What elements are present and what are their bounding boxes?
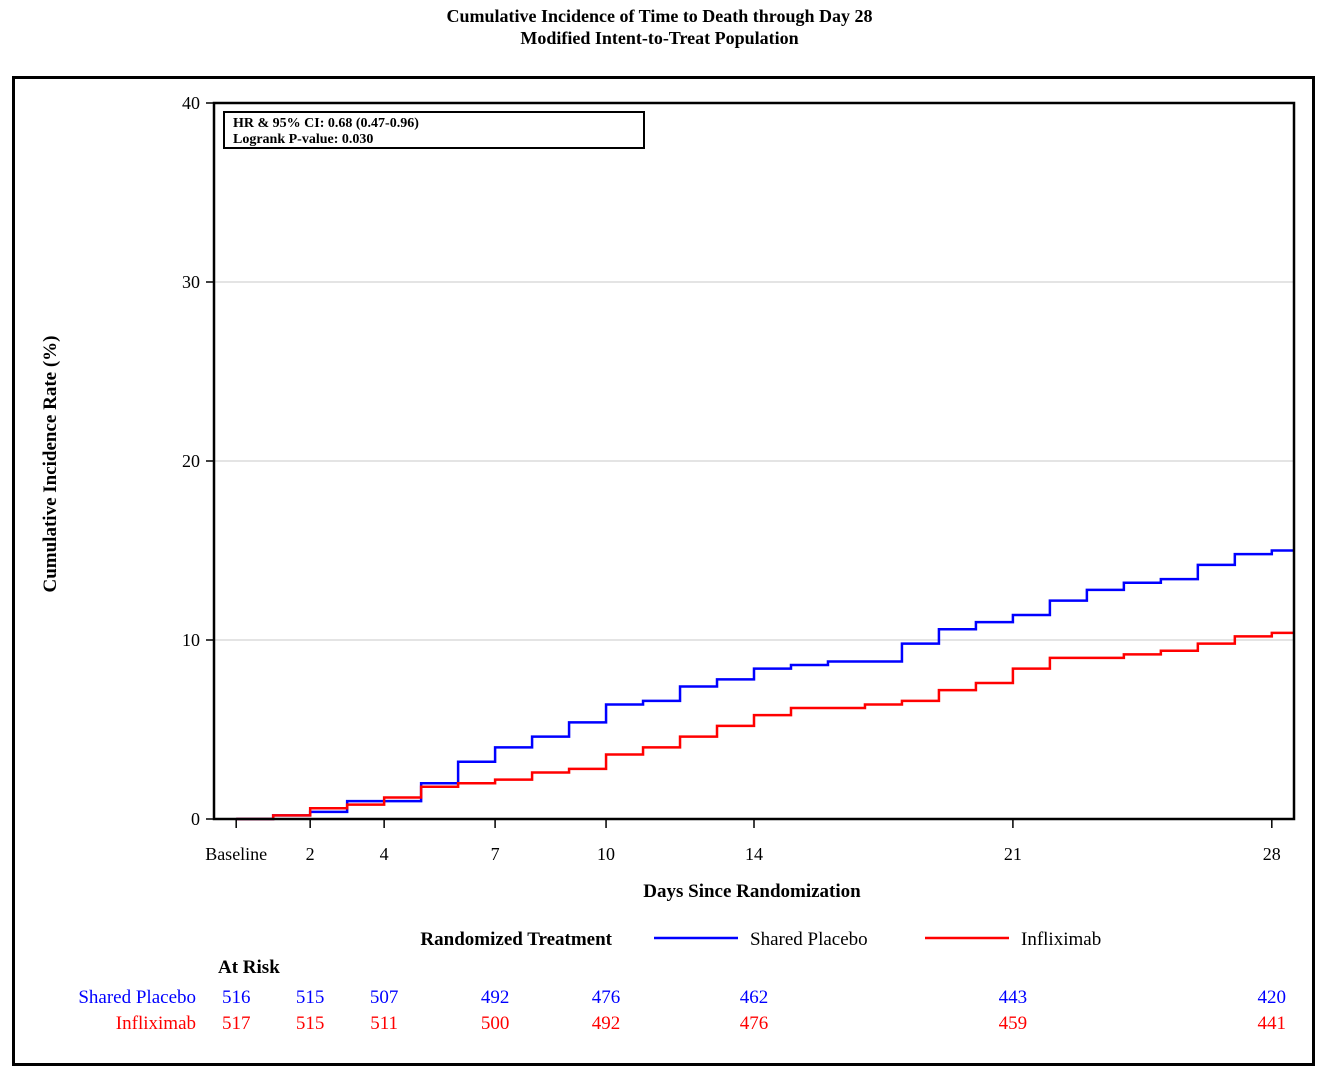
x-axis-title: Days Since Randomization bbox=[643, 881, 861, 902]
x-tick-label: 7 bbox=[491, 844, 500, 864]
at-risk-value: 492 bbox=[592, 1013, 621, 1034]
y-tick-label: 30 bbox=[182, 272, 200, 292]
chart-title: Cumulative Incidence of Time to Death th… bbox=[446, 6, 873, 26]
at-risk-value: 420 bbox=[1258, 987, 1287, 1008]
at-risk-row-label: Infliximab bbox=[116, 1013, 196, 1034]
at-risk-value: 476 bbox=[592, 987, 621, 1008]
y-tick-label: 20 bbox=[182, 451, 200, 471]
x-tick-label: 4 bbox=[380, 844, 389, 864]
y-axis-title: Cumulative Incidence Rate (%) bbox=[40, 336, 61, 593]
at-risk-value: 507 bbox=[370, 987, 399, 1008]
x-tick-label: 21 bbox=[1004, 844, 1022, 864]
at-risk-value: 441 bbox=[1258, 1013, 1287, 1034]
y-axis: 0 10 20 30 40 bbox=[182, 93, 214, 829]
x-axis: Baseline 2 4 7 10 14 21 28 bbox=[205, 819, 1281, 864]
x-tick-label: 2 bbox=[306, 844, 315, 864]
x-tick-label: 28 bbox=[1263, 844, 1281, 864]
at-risk-value: 511 bbox=[370, 1013, 398, 1034]
at-risk-value: 476 bbox=[740, 1013, 769, 1034]
at-risk-value: 500 bbox=[481, 1013, 510, 1034]
legend-label-infliximab: Infliximab bbox=[1021, 929, 1101, 950]
at-risk-value: 459 bbox=[999, 1013, 1028, 1034]
at-risk-value: 515 bbox=[296, 1013, 325, 1034]
at-risk-header: At Risk bbox=[218, 957, 280, 978]
at-risk-value: 443 bbox=[999, 987, 1028, 1008]
legend: Randomized Treatment Shared Placebo Infl… bbox=[420, 929, 1101, 950]
y-tick-label: 0 bbox=[191, 809, 200, 829]
at-risk-value: 515 bbox=[296, 987, 325, 1008]
gridlines bbox=[214, 102, 1294, 641]
at-risk-value: 516 bbox=[222, 987, 251, 1008]
x-tick-label: Baseline bbox=[205, 844, 267, 864]
at-risk-value: 492 bbox=[481, 987, 510, 1008]
at-risk-value: 517 bbox=[222, 1013, 251, 1034]
stats-box bbox=[223, 111, 645, 149]
legend-label-shared-placebo: Shared Placebo bbox=[750, 929, 868, 950]
hazard-ratio-text: HR & 95% CI: 0.68 (0.47-0.96) bbox=[233, 116, 419, 131]
at-risk-table: At Risk Shared Placebo 516 515 507 492 476 462… bbox=[78, 957, 1286, 1034]
series-line-infliximab bbox=[236, 631, 1294, 821]
chart-subtitle: Modified Intent-to-Treat Population bbox=[520, 28, 799, 48]
at-risk-value: 462 bbox=[740, 987, 769, 1008]
at-risk-row-label: Shared Placebo bbox=[78, 987, 196, 1008]
y-tick-label: 10 bbox=[182, 630, 200, 650]
y-tick-label: 40 bbox=[182, 93, 200, 113]
legend-title: Randomized Treatment bbox=[420, 929, 612, 950]
x-tick-label: 10 bbox=[597, 844, 615, 864]
x-tick-label: 14 bbox=[745, 844, 763, 864]
logrank-pvalue-text: Logrank P-value: 0.030 bbox=[233, 132, 373, 147]
series-lines bbox=[236, 549, 1294, 821]
series-line-shared-placebo bbox=[236, 549, 1294, 821]
